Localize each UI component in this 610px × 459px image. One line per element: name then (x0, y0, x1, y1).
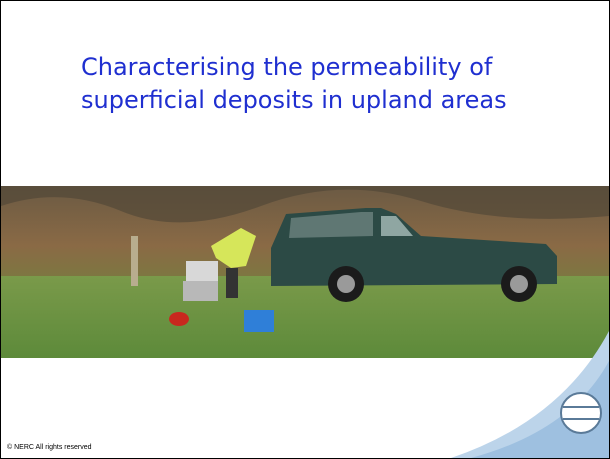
slide-decoration (1, 1, 609, 458)
slide: Characterising the permeability of super… (0, 0, 610, 459)
copyright-footer: © NERC All rights reserved (7, 444, 92, 451)
